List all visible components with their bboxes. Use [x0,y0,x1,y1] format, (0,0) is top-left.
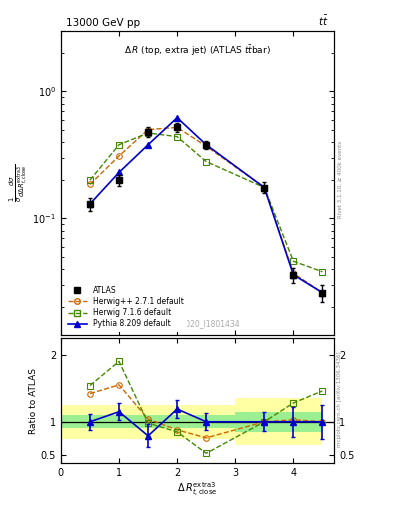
Pythia 8.209 default [291,272,296,278]
Text: 13000 GeV pp: 13000 GeV pp [66,18,141,28]
Herwig++ 2.7.1 default [117,153,121,159]
Text: Rivet 3.1.10, ≥ 400k events: Rivet 3.1.10, ≥ 400k events [338,141,342,218]
Herwig++ 2.7.1 default [175,124,180,131]
Herwig 7.1.6 default [291,258,296,264]
Pythia 8.209 default [117,169,121,176]
X-axis label: $\Delta\,R^{\rm extra3}_{t,\rm close}$: $\Delta\,R^{\rm extra3}_{t,\rm close}$ [177,481,218,499]
Herwig++ 2.7.1 default [320,290,325,296]
Herwig 7.1.6 default [262,184,267,190]
Herwig++ 2.7.1 default [88,181,92,187]
Herwig 7.1.6 default [175,134,180,140]
Herwig++ 2.7.1 default [262,184,267,190]
Herwig++ 2.7.1 default [204,143,209,150]
Pythia 8.209 default [146,142,151,148]
Herwig++ 2.7.1 default [291,270,296,276]
Y-axis label: Ratio to ATLAS: Ratio to ATLAS [29,368,38,434]
Legend: ATLAS, Herwig++ 2.7.1 default, Herwig 7.1.6 default, Pythia 8.209 default: ATLAS, Herwig++ 2.7.1 default, Herwig 7.… [65,283,187,332]
Line: Herwig++ 2.7.1 default: Herwig++ 2.7.1 default [87,124,325,295]
Pythia 8.209 default [204,142,209,148]
Herwig 7.1.6 default [146,130,151,136]
Herwig 7.1.6 default [88,177,92,183]
Text: mcplots.cern.ch [arXiv:1306.3436]: mcplots.cern.ch [arXiv:1306.3436] [338,352,342,447]
Text: $t\bar{t}$: $t\bar{t}$ [318,13,329,28]
Pythia 8.209 default [262,184,267,190]
Herwig 7.1.6 default [204,159,209,165]
Line: Pythia 8.209 default: Pythia 8.209 default [87,115,325,295]
Herwig 7.1.6 default [117,142,121,148]
Pythia 8.209 default [88,201,92,207]
Herwig 7.1.6 default [320,269,325,275]
Text: $\Delta\,R$ (top, extra jet) (ATLAS $t\bar{t}$bar): $\Delta\,R$ (top, extra jet) (ATLAS $t\b… [124,43,271,58]
Pythia 8.209 default [320,290,325,296]
Line: Herwig 7.1.6 default: Herwig 7.1.6 default [87,130,325,274]
Pythia 8.209 default [175,115,180,121]
Text: ATLAS_2020_I1801434: ATLAS_2020_I1801434 [154,319,241,328]
Y-axis label: $\frac{1}{\sigma}\frac{d\sigma}{d\Delta R^{\rm extra3}_{t,\rm close}}$: $\frac{1}{\sigma}\frac{d\sigma}{d\Delta … [8,164,29,202]
Herwig++ 2.7.1 default [146,126,151,133]
